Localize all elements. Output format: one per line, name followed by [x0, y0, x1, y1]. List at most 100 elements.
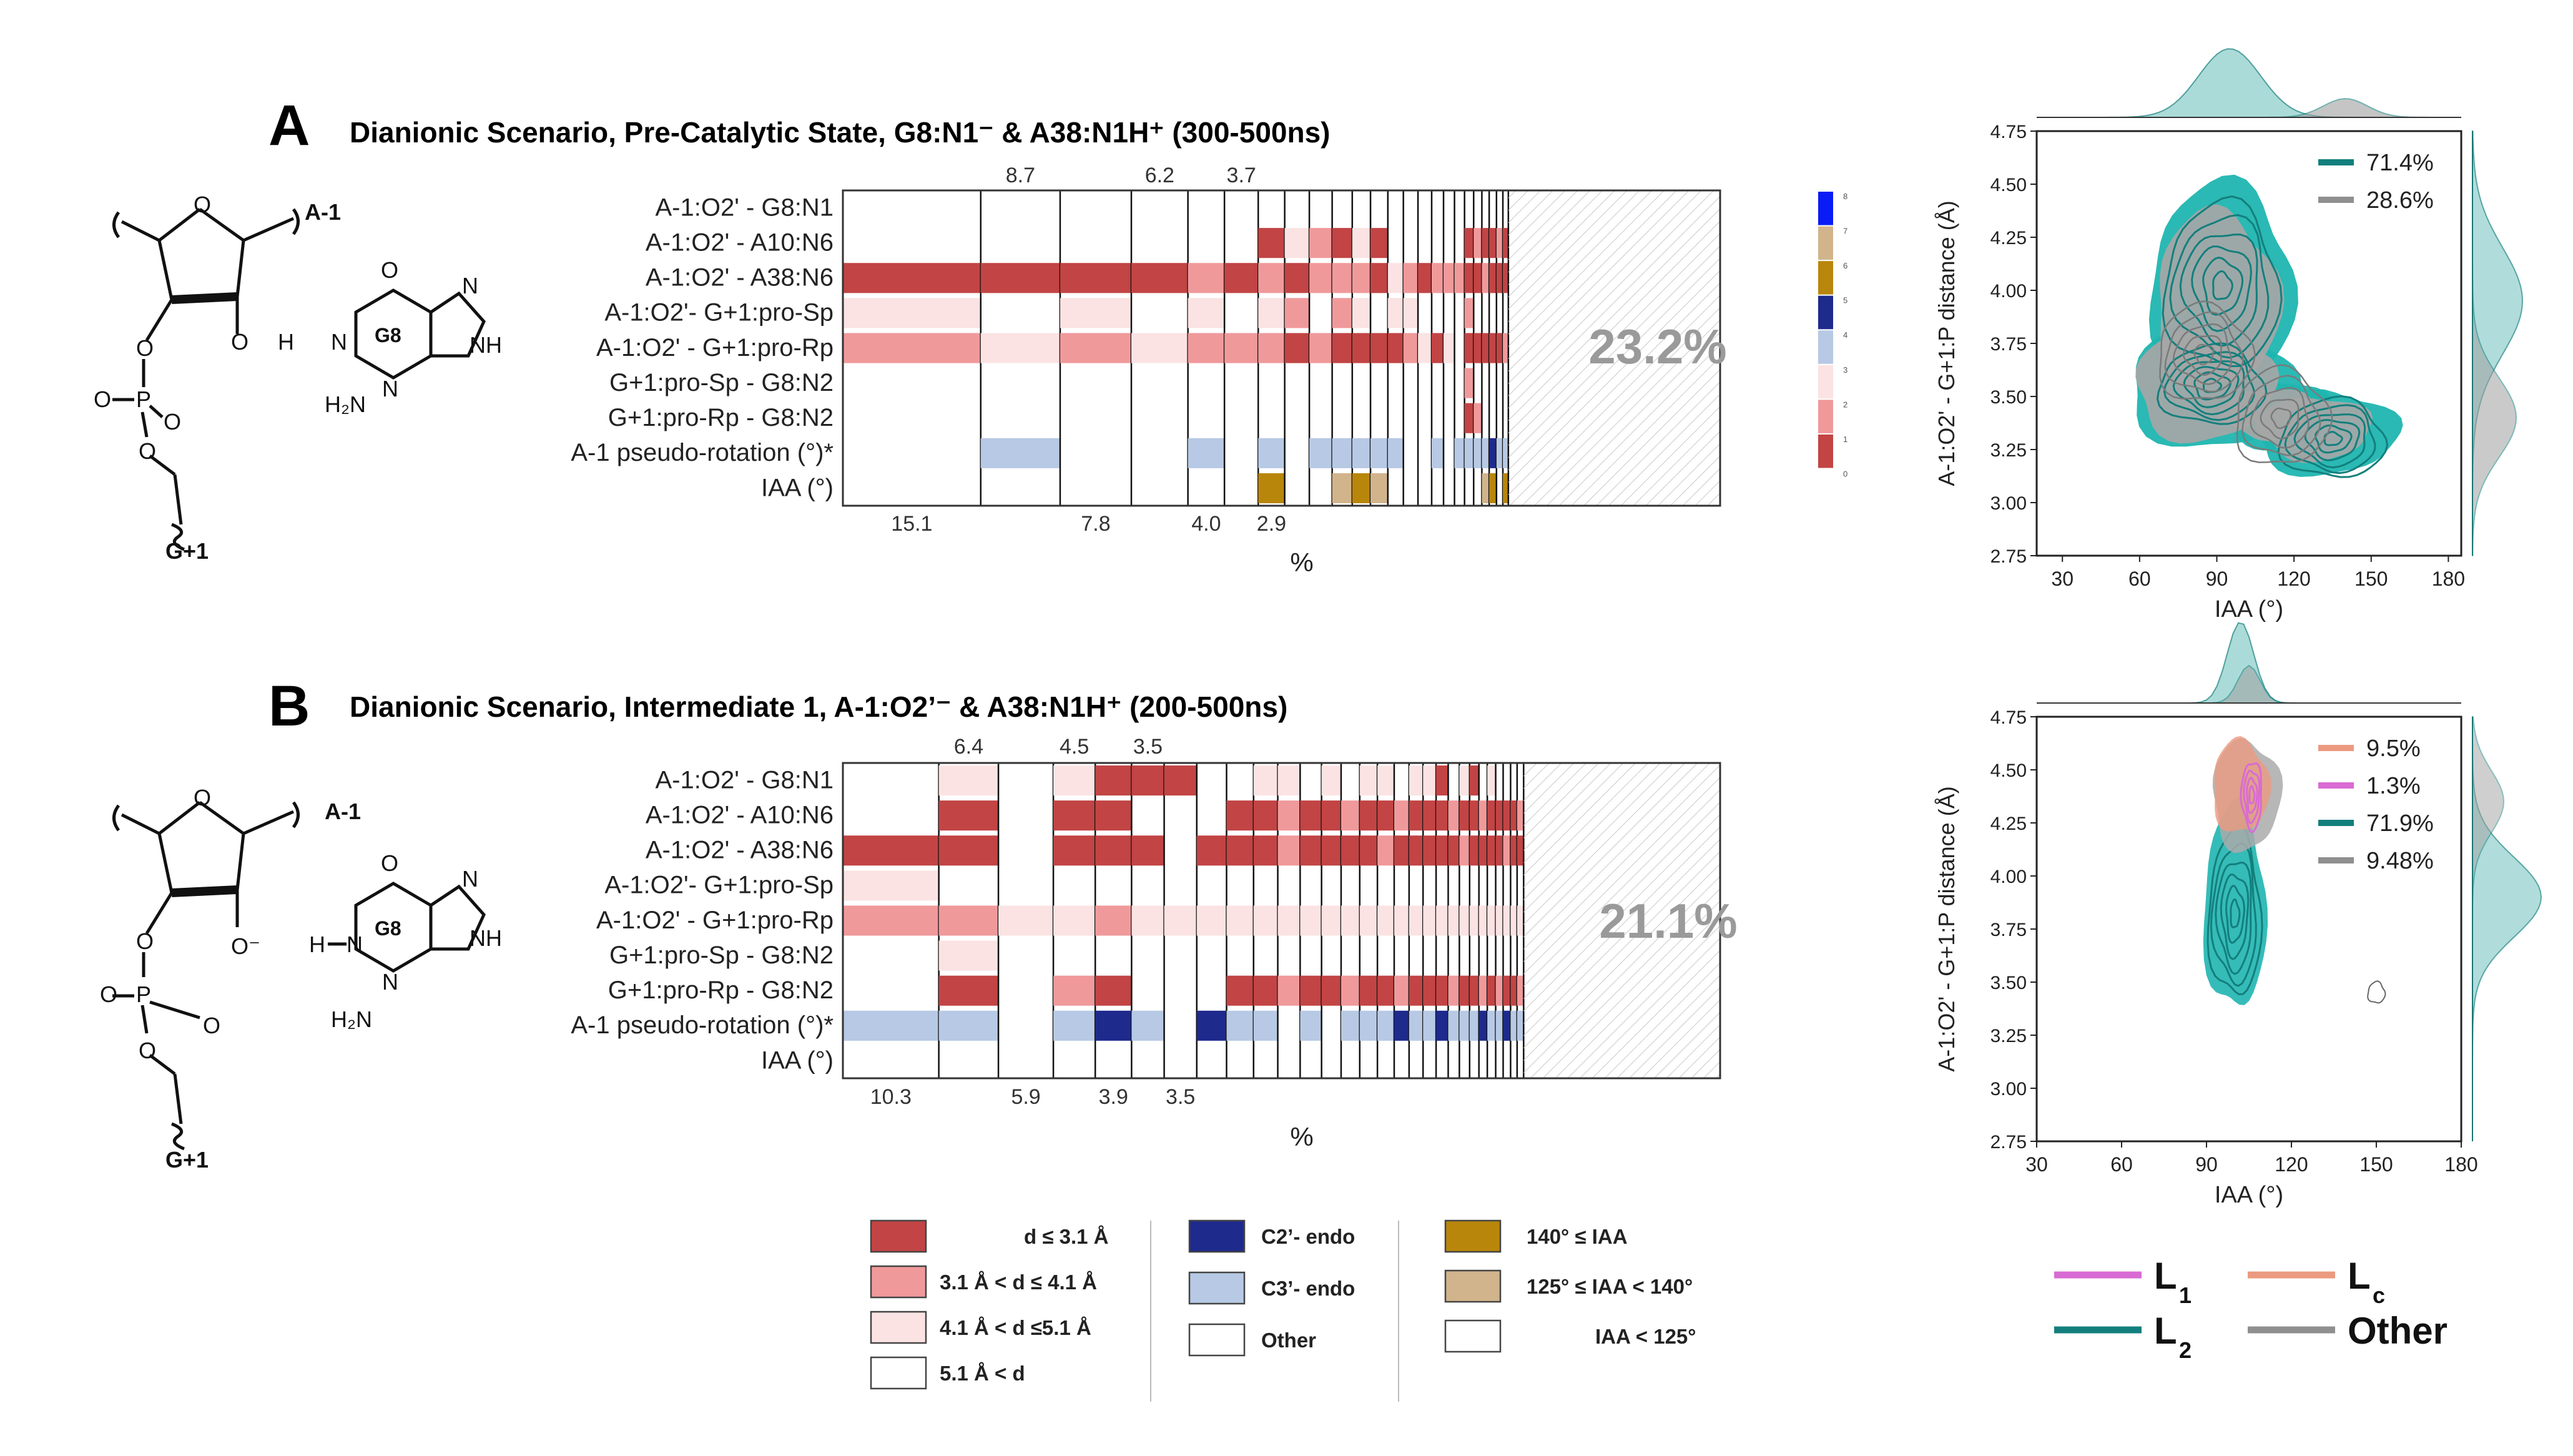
other-percent-label: 23.2%: [1588, 319, 1726, 374]
heatmap-cell: [1359, 905, 1378, 936]
heatmap-cell: [980, 333, 1060, 363]
heatmap-cell: [843, 1010, 939, 1041]
heatmap-cell: [1444, 263, 1455, 293]
other-hatched-region: [1523, 763, 1720, 1078]
heatmap-row-label: A-1 pseudo-rotation (°)*: [571, 439, 834, 466]
base-nh-a: NH: [470, 332, 502, 358]
heatmap-row-label: A-1:O2' - G+1:pro-Rp: [596, 334, 834, 362]
heatmap-cell: [843, 870, 939, 901]
heatmap-cell: [1188, 333, 1225, 363]
heatmap-cell: [1341, 835, 1360, 866]
heatmap-cell: [1387, 298, 1404, 328]
heatmap-cell: [1423, 800, 1437, 831]
heatmap-cell: [1496, 263, 1503, 293]
line-legend-label: L: [2348, 1255, 2371, 1297]
heatmap-cell: [1370, 473, 1388, 503]
legend-swatch: [1444, 1219, 1502, 1253]
top-percent-label: 8.7: [1006, 164, 1035, 187]
kde-legend-label: 28.6%: [2366, 187, 2434, 214]
colorbar-tick: 5: [1843, 296, 1847, 305]
heatmap-cell: [1432, 333, 1444, 363]
heatmap-cell: [1464, 403, 1474, 433]
heatmap-row-label: A-1:O2' - A38:N6: [646, 264, 834, 292]
heatmap-cell: [938, 835, 999, 866]
y-tick-label: 4.00: [1990, 281, 2027, 302]
heatmap-cell: [1370, 263, 1388, 293]
heatmap-cell: [980, 438, 1060, 468]
heatmap-cell: [1487, 765, 1496, 796]
base-label-a: G8: [375, 324, 401, 347]
heatmap-cell: [1341, 905, 1360, 936]
heatmap-cell: [1478, 905, 1488, 936]
heatmap-cell: [1300, 1010, 1322, 1041]
heatmap-cell: [1332, 298, 1352, 328]
heatmap-cell: [1409, 800, 1424, 831]
contour-line-grey: [2367, 980, 2386, 1004]
contour-line-teal: [2191, 245, 2253, 332]
heatmap-cell: [1403, 298, 1419, 328]
heatmap-cell: [1436, 905, 1449, 936]
legend-swatch: [1188, 1219, 1246, 1253]
heatmap-row-label: G+1:pro-Sp - G8:N2: [609, 369, 834, 396]
heatmap-cell: [1496, 333, 1503, 363]
legend-swatch: [870, 1356, 927, 1390]
panel-a-letter: A: [268, 94, 310, 157]
heatmap-cell: [1131, 1010, 1164, 1041]
heatmap-cell: [1403, 333, 1419, 363]
colorbar-segment: [1818, 295, 1833, 330]
contour-line-teal: [2225, 884, 2246, 944]
heatmap-cell: [1403, 263, 1419, 293]
heatmap-cell: [1332, 333, 1352, 363]
contour-line-pink: [2243, 770, 2261, 825]
legend-label: d ≤ 3.1 Å: [1024, 1225, 1108, 1248]
top-percent-label: 6.4: [954, 735, 983, 759]
legend-swatch: [870, 1265, 927, 1299]
heatmap-cell: [1053, 835, 1096, 866]
kde-plot-b: 30 60 90 120 150 180 2.75 3.00 3.25 3.50 3.75 4.00 4…: [1934, 622, 2542, 1208]
x-tick-label: 180: [2444, 1153, 2477, 1176]
heatmap-frame: [842, 189, 1721, 507]
heatmap-cell: [1095, 975, 1132, 1006]
y-tick-label: 2.75: [1990, 1132, 2027, 1153]
heatmap-cell: [938, 1010, 999, 1041]
heatmap-x-label: %: [1290, 548, 1313, 577]
heatmap-cell: [938, 800, 999, 831]
heatmap-cell: [1510, 835, 1517, 866]
colorbar-tick: 6: [1843, 261, 1847, 270]
heatmap-row-label: A-1:O2'- G+1:pro-Sp: [604, 299, 834, 327]
x-tick-label: 60: [2128, 568, 2151, 590]
base-o-b: O: [381, 850, 398, 876]
heatmap-cell: [1253, 835, 1278, 866]
base-n1-a: N: [331, 329, 347, 355]
heatmap-cell: [1487, 800, 1496, 831]
heatmap-cell: [1352, 228, 1371, 258]
heatmap-cell: [1510, 800, 1517, 831]
kde-y-label: A-1:O2' - G+1:P distance (Å): [1934, 786, 1959, 1071]
contour-line-grey: [2241, 375, 2321, 456]
heatmap-cell: [1448, 835, 1460, 866]
heatmap-cell: [1277, 835, 1301, 866]
colorbar-segment: [1818, 330, 1833, 364]
heatmap-cell: [1503, 905, 1511, 936]
molecule-b-structure: [112, 800, 486, 1151]
heatmap-cell: [843, 905, 939, 936]
colorbar-segment: [1818, 226, 1833, 260]
heatmap-cell: [1387, 263, 1404, 293]
colorbar-segment: [1818, 192, 1833, 225]
marginal-y-curve: [2472, 131, 2517, 556]
heatmap-cell: [1423, 905, 1437, 936]
heatmap-cell: [1309, 333, 1332, 363]
heatmap-cell: [1224, 263, 1259, 293]
phosphate-o3-b: O: [203, 1013, 220, 1038]
heatmap-cell: [1469, 800, 1479, 831]
base-nh-b: NH: [470, 925, 502, 951]
y-tick-label: 2.75: [1990, 546, 2027, 567]
phosphate-p-b: P: [136, 981, 151, 1007]
heatmap-cell: [1464, 438, 1474, 468]
heatmap-cell: [1469, 1010, 1479, 1041]
heatmap-cell: [1300, 835, 1322, 866]
heatmap-cell: [843, 835, 939, 866]
heatmap-cell: [1370, 228, 1388, 258]
category-legend: d ≤ 3.1 Å 3.1 Å < d ≤ 4.1 Å 4.1 Å < d ≤5.1…: [870, 1219, 1696, 1402]
